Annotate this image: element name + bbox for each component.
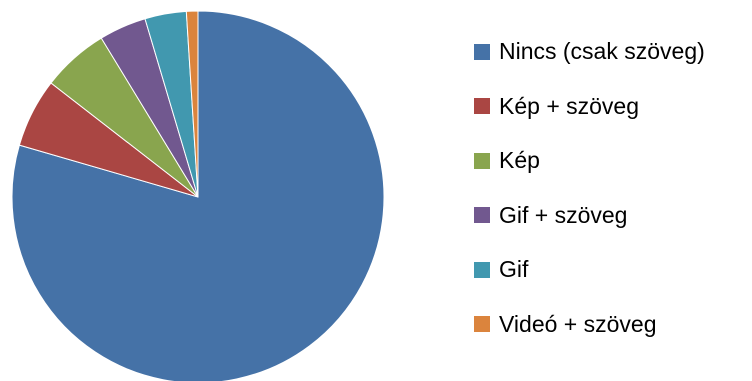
legend-item-2: Kép <box>474 147 705 174</box>
legend-swatch-2 <box>474 152 490 169</box>
legend-item-5: Videó + szöveg <box>474 311 705 338</box>
legend-label-5: Videó + szöveg <box>499 310 657 337</box>
legend-item-1: Kép + szöveg <box>474 93 705 120</box>
legend-swatch-0 <box>474 43 490 60</box>
legend-label-4: Gif <box>499 256 529 282</box>
legend: Nincs (csak szöveg) Kép + szöveg Kép Gif + … <box>474 38 705 365</box>
legend-item-0: Nincs (csak szöveg) <box>474 38 705 65</box>
legend-swatch-1 <box>474 98 490 114</box>
legend-item-4: Gif <box>474 256 705 283</box>
pie-slices <box>11 10 385 381</box>
legend-item-3: Gif + szöveg <box>474 202 705 229</box>
legend-label-2: Kép <box>499 147 540 173</box>
legend-label-1: Kép + szöveg <box>499 92 640 119</box>
legend-swatch-4 <box>474 261 490 278</box>
legend-label-0: Nincs (csak szöveg) <box>499 38 705 64</box>
legend-swatch-3 <box>474 207 490 223</box>
pie-slice-5 <box>185 10 199 198</box>
legend-label-3: Gif + szöveg <box>499 201 628 228</box>
legend-swatch-5 <box>474 316 490 332</box>
